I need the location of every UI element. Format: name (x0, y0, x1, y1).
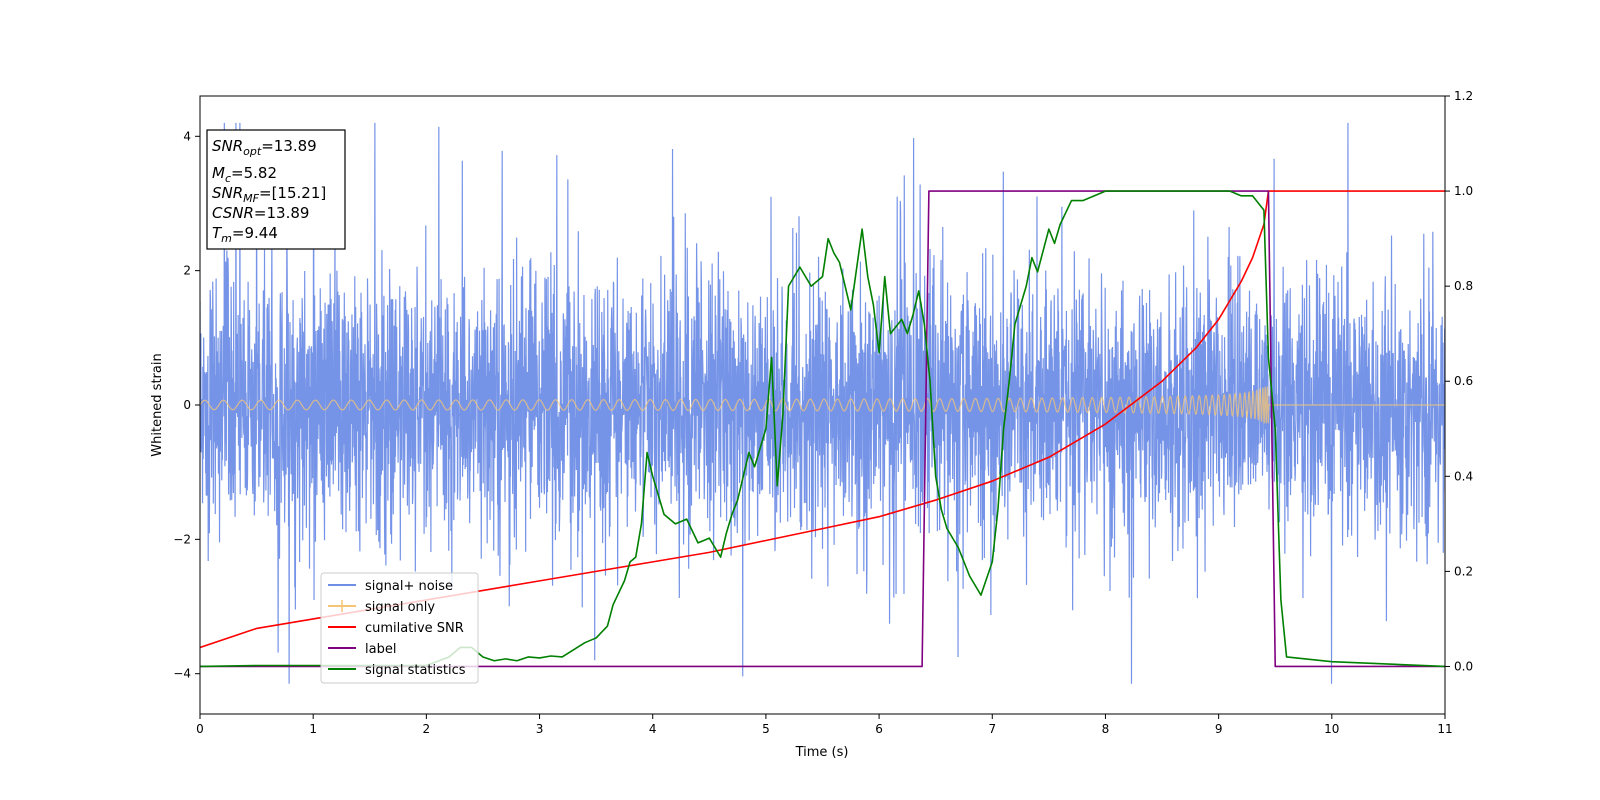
right-y-tick-label: 0.2 (1454, 564, 1473, 578)
legend: signal+ noise signal only cumilative SNR… (320, 572, 479, 684)
left-y-axis-ticks: 4 2 0 −2 −4 (173, 129, 200, 681)
x-tick-label: 4 (649, 722, 657, 736)
legend-label-signal-statistics: signal statistics (365, 663, 466, 678)
legend-label-signal-noise: signal+ noise (365, 579, 453, 594)
x-tick-label: 8 (1102, 722, 1110, 736)
right-y-tick-label: 0.0 (1454, 659, 1473, 673)
right-y-tick-label: 1.2 (1454, 89, 1473, 103)
x-tick-label: 7 (988, 722, 996, 736)
x-tick-label: 1 (309, 722, 317, 736)
x-axis-title: Time (s) (795, 745, 849, 760)
legend-label-label: label (365, 642, 396, 657)
right-y-tick-label: 0.4 (1454, 469, 1473, 483)
x-tick-label: 0 (196, 722, 204, 736)
y-axis-title: Whitened strain (150, 353, 165, 456)
right-y-tick-label: 0.6 (1454, 374, 1473, 388)
series-label (200, 190, 1445, 668)
chirp-mass-annotation: Mc=5.82 (212, 164, 277, 185)
x-tick-label: 5 (762, 722, 770, 736)
csnr-annotation: CSNR=13.89 (212, 204, 309, 222)
right-y-tick-label: 1.0 (1454, 184, 1473, 198)
series-signal-statistics (200, 190, 1445, 668)
left-y-tick-label: 4 (183, 129, 191, 143)
series-signal-only (200, 386, 1445, 424)
right-y-tick-label: 0.8 (1454, 279, 1473, 293)
annotation-box: SNRopt=13.89 Mc=5.82 SNRMF=[15.21] CSNR=… (206, 129, 346, 250)
left-y-tick-label: −4 (173, 667, 191, 681)
x-tick-label: 6 (875, 722, 883, 736)
merger-time-annotation: Tm=9.44 (212, 224, 278, 245)
x-tick-label: 9 (1215, 722, 1223, 736)
x-tick-label: 11 (1437, 722, 1452, 736)
left-y-tick-label: −2 (173, 532, 191, 546)
series-signal-noise (200, 122, 1445, 684)
legend-label-cumulative-snr: cumilative SNR (365, 621, 464, 636)
left-y-tick-label: 2 (183, 264, 191, 278)
x-tick-label: 3 (536, 722, 544, 736)
x-tick-label: 10 (1324, 722, 1339, 736)
snr-opt-annotation: SNRopt=13.89 (212, 137, 317, 158)
x-tick-label: 2 (423, 722, 431, 736)
legend-label-signal-only: signal only (365, 600, 435, 615)
right-y-axis-ticks: 1.2 1.0 0.8 0.6 0.4 0.2 0.0 (1445, 89, 1473, 673)
left-y-tick-label: 0 (183, 398, 191, 412)
snr-mf-annotation: SNRMF=[15.21] (212, 184, 326, 205)
x-axis-ticks: 0 1 2 3 4 5 6 7 8 9 10 11 (196, 714, 1453, 736)
